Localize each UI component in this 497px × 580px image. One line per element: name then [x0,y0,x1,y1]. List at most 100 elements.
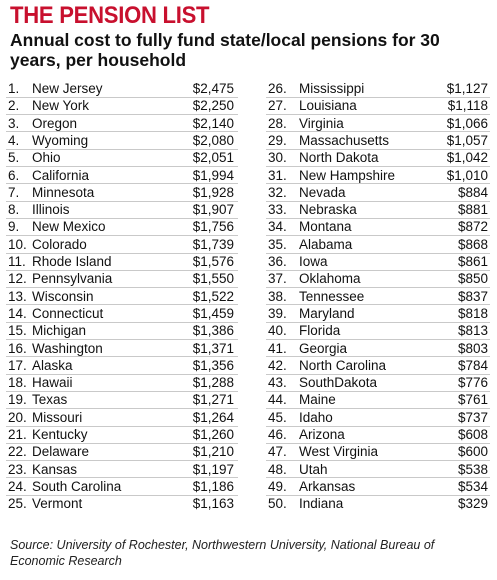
state-label: Michigan [32,323,87,339]
cost-value: $1,210 [192,444,234,460]
row-divider [6,390,238,392]
rank-label: 49. [268,478,287,494]
table-row: 9. New Mexico $1,756 [0,218,497,235]
state-label: Wyoming [32,132,89,148]
cost-value: $761 [457,392,488,408]
row-divider [6,494,238,496]
row-divider [6,442,238,444]
row-divider [6,304,238,306]
rank-label: 18. [8,375,27,391]
cost-value: $2,080 [192,132,234,148]
table-row: 18. Hawaii $1,288 [0,374,497,391]
cost-value: $737 [457,409,488,425]
state-label: Vermont [32,496,83,512]
row-divider [266,183,490,185]
state-label: Arizona [299,427,345,442]
rank-label: 10. [8,236,27,252]
row-divider [6,460,238,462]
state-label: Maryland [299,305,355,321]
row-divider [6,287,238,289]
table-row: 10. Colorado $1,739 [0,236,497,253]
cost-value: $1,522 [192,288,234,304]
table-row: 25. Vermont $1,163 [0,495,497,512]
rank-label: 16. [8,340,27,356]
row-divider [266,390,490,392]
rank-label: 15. [8,323,27,339]
table-row: 20. Missouri $1,264 [0,409,497,426]
row-divider [266,477,490,479]
row-divider [266,356,490,358]
rank-label: 26. [268,81,287,96]
state-label: Idaho [299,409,333,425]
rank-label: 48. [268,461,287,477]
table-row: 47. West Virginia $600 [0,443,497,460]
cost-value: $538 [457,461,488,477]
row-divider [266,96,490,98]
rank-label: 19. [8,392,27,408]
rank-label: 3. [8,115,20,131]
cost-value: $813 [457,323,488,339]
state-label: Tennessee [299,288,365,304]
row-divider [266,304,490,306]
state-label: Nevada [299,184,346,200]
row-divider [6,183,238,185]
rank-label: 32. [268,184,287,200]
state-label: Colorado [32,236,87,252]
rank-label: 11. [8,254,26,269]
state-label: Delaware [32,444,90,460]
cost-value: $784 [457,357,488,373]
cost-value: $850 [457,271,488,287]
table-row: 7. Minnesota $1,928 [0,184,497,201]
table-row: 37. Oklahoma $850 [0,270,497,287]
table-row: 23. Kansas $1,197 [0,461,497,478]
state-label: Hawaii [32,375,73,391]
rank-label: 47. [268,444,287,460]
cost-value: $1,576 [192,254,234,269]
rank-label: 43. [268,375,287,391]
row-divider [266,339,490,340]
table-row: 42. North Carolina $784 [0,357,497,374]
rank-label: 40. [268,323,287,339]
table-row: 22. Delaware $1,210 [0,443,497,460]
row-divider [266,200,490,202]
state-label: Massachusetts [299,132,390,148]
table-row: 43. SouthDakota $776 [0,374,497,391]
table-row: 17. Alaska $1,356 [0,357,497,374]
row-divider [266,442,490,444]
row-divider [6,373,238,375]
state-label: New Mexico [32,219,106,235]
cost-value: $1,127 [446,81,488,96]
rank-label: 17. [8,357,27,373]
row-divider [6,217,238,219]
rank-label: 45. [268,409,287,425]
table-row: 15. Michigan $1,386 [0,322,497,339]
table-row: 45. Idaho $737 [0,409,497,426]
row-divider [6,425,238,427]
cost-value: $868 [457,236,488,252]
cost-value: $884 [457,184,488,200]
table-row: 16. Washington $1,371 [0,340,497,357]
cost-value: $803 [457,340,488,356]
cost-value: $1,459 [192,305,234,321]
cost-value: $1,118 [447,98,488,114]
cost-value: $872 [457,219,488,235]
state-label: Virginia [299,115,344,131]
rank-label: 44. [268,392,287,408]
table-row: 36. Iowa $861 [0,253,497,270]
row-divider [266,321,490,323]
rank-label: 2. [8,98,20,114]
cost-value: $2,051 [192,150,234,166]
row-divider [266,373,490,375]
state-label: Nebraska [299,202,357,218]
table-row: 8. Illinois $1,907 [0,201,497,218]
rank-label: 8. [8,202,20,218]
rank-label: 36. [268,254,287,269]
rank-label: 9. [8,219,20,235]
table-row: 1. New Jersey $2,475 [0,80,497,97]
cost-value: $1,260 [192,427,234,442]
table-row: 12. Pennsylvania $1,550 [0,270,497,287]
state-label: Pennsylvania [32,271,113,287]
cost-value: $2,250 [192,98,234,114]
table-row: 3. Oregon $2,140 [0,115,497,132]
rank-label: 38. [268,288,287,304]
